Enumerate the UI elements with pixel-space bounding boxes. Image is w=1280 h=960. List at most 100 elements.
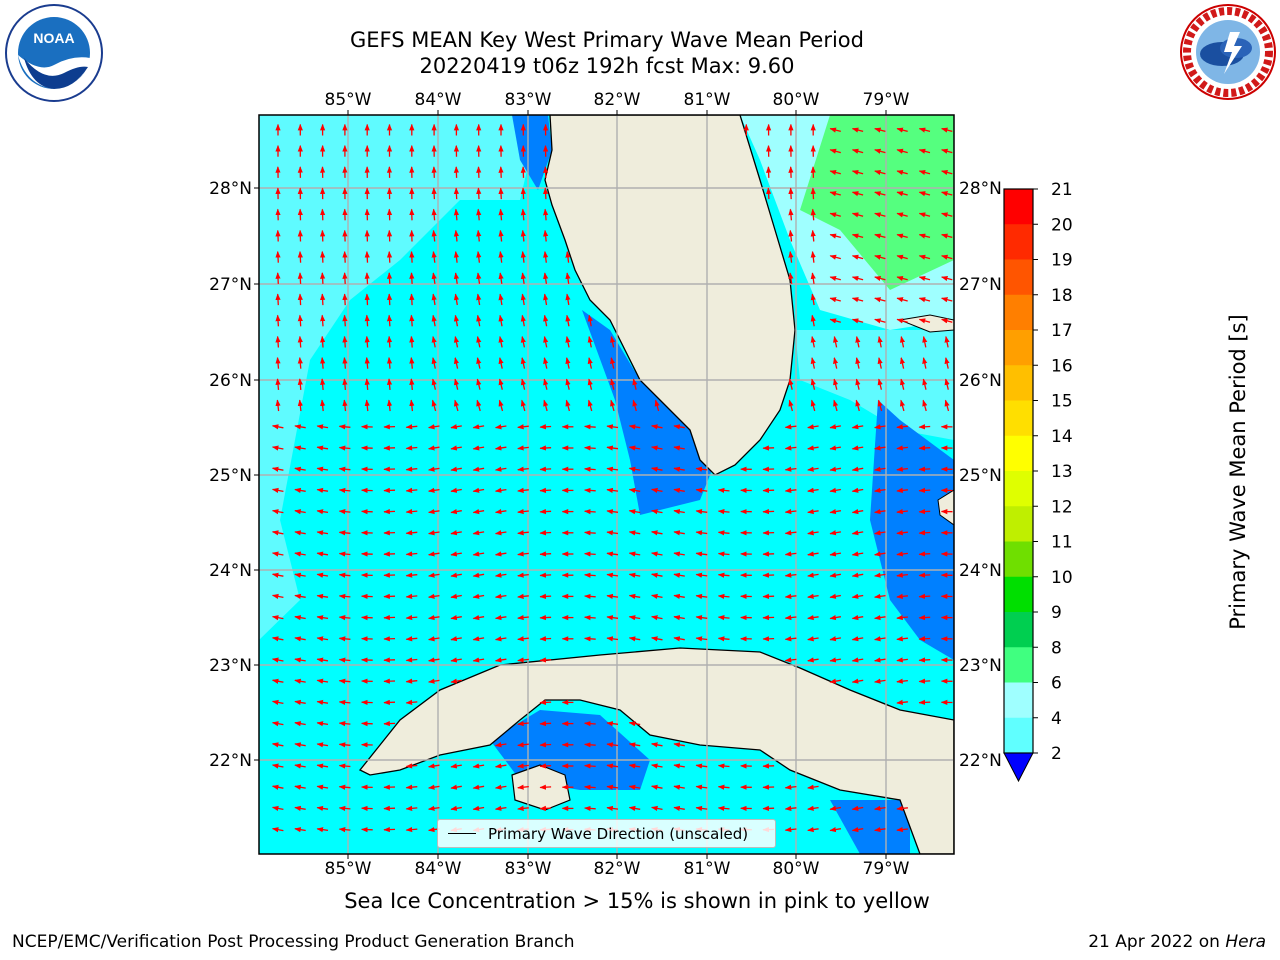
- wave-arrow: [896, 424, 908, 430]
- wave-arrow: [874, 678, 886, 684]
- wave-arrow: [918, 297, 931, 303]
- wave-arrow: [922, 378, 928, 390]
- wave-arrow: [338, 805, 351, 812]
- wave-arrow: [851, 657, 864, 663]
- wave-arrow: [453, 314, 460, 327]
- wave-arrow: [851, 805, 864, 811]
- period-zone-2-4-bahamas: [870, 400, 954, 660]
- wave-arrow: [342, 378, 348, 390]
- wave-arrow: [431, 208, 437, 221]
- wave-arrow: [673, 487, 685, 494]
- wave-arrow: [784, 784, 797, 790]
- wave-arrow: [896, 466, 908, 472]
- wave-arrow: [539, 636, 552, 642]
- period-zone-9-10: [800, 115, 954, 290]
- wave-arrow: [428, 424, 440, 430]
- wave-arrow: [829, 572, 842, 578]
- wave-arrow: [829, 424, 842, 430]
- noaa-logo: NOAA: [5, 4, 103, 102]
- wave-arrow: [320, 378, 326, 390]
- wave-arrow: [784, 487, 797, 493]
- lon-label-bottom: 84°W: [415, 859, 462, 879]
- wave-arrow: [851, 148, 864, 154]
- wave-arrow: [784, 508, 797, 515]
- wave-arrow: [784, 657, 797, 663]
- wave-arrow: [851, 275, 864, 282]
- wave-arrow: [520, 399, 526, 412]
- wave-arrow: [918, 572, 931, 578]
- wave-arrow: [673, 805, 685, 812]
- wave-arrow: [405, 508, 418, 515]
- wave-arrow: [941, 254, 953, 260]
- wave-arrow: [651, 636, 663, 642]
- wave-arrow: [450, 424, 462, 430]
- wave-arrow: [833, 357, 839, 369]
- wave-arrow: [428, 487, 440, 493]
- colorbar-segment: [1004, 506, 1033, 542]
- wave-arrow: [320, 399, 326, 412]
- wave-arrow: [918, 678, 931, 684]
- wave-arrow: [918, 699, 931, 705]
- wave-arrow: [829, 191, 841, 197]
- wave-arrow: [472, 466, 485, 472]
- wave-arrow: [717, 551, 730, 557]
- wave-arrow: [543, 314, 549, 327]
- wave-arrow: [431, 335, 437, 348]
- wave-arrow: [520, 229, 526, 242]
- wave-arrow: [450, 657, 462, 663]
- wave-arrow: [517, 742, 529, 748]
- wave-arrow: [851, 169, 864, 176]
- wave-arrow: [498, 251, 504, 263]
- wave-arrow: [539, 572, 552, 578]
- wave-arrow: [275, 251, 281, 263]
- wave-arrow: [587, 378, 593, 390]
- wave-arrow: [941, 318, 953, 324]
- wave-arrow: [409, 251, 415, 263]
- wave-arrow: [405, 614, 418, 621]
- wave-arrow: [874, 127, 886, 133]
- wave-arrow: [695, 805, 708, 812]
- wave-arrow: [651, 805, 663, 812]
- wave-arrow: [606, 466, 619, 472]
- colorbar-segment: [1004, 330, 1033, 366]
- wave-arrow: [428, 636, 440, 642]
- wave-arrow: [294, 530, 306, 536]
- wave-arrow: [494, 593, 507, 599]
- wave-arrow: [316, 805, 329, 812]
- wave-arrow: [476, 187, 482, 200]
- wave-arrow: [896, 508, 908, 515]
- wave-arrow: [338, 699, 351, 706]
- wave-arrow: [717, 805, 730, 812]
- wave-arrow: [565, 357, 571, 369]
- wave-arrow: [294, 721, 306, 727]
- wave-arrow: [405, 784, 418, 790]
- wave-arrow: [899, 378, 906, 390]
- wave-arrow: [874, 551, 886, 557]
- wave-arrow: [918, 508, 931, 515]
- wave-arrow: [316, 445, 329, 451]
- wave-arrow: [851, 593, 864, 599]
- wave-arrow: [271, 593, 284, 600]
- wave-arrow: [405, 657, 418, 663]
- cuba-land: [358, 647, 954, 854]
- wave-arrow: [565, 335, 571, 348]
- wave-arrow: [271, 805, 284, 812]
- wave-arrow: [628, 721, 641, 727]
- wave-arrow: [405, 466, 418, 472]
- wave-arrow: [316, 784, 329, 790]
- wave-arrow: [294, 699, 306, 706]
- wave-arrow: [275, 378, 281, 390]
- wave-arrow: [851, 487, 864, 493]
- wave-arrow: [472, 445, 485, 451]
- wave-arrow: [275, 399, 281, 412]
- wave-arrow: [695, 530, 708, 536]
- wave-arrow: [297, 293, 303, 306]
- wave-arrow: [941, 233, 953, 239]
- wave-arrow: [807, 445, 819, 451]
- colorbar-tick-label: 10: [1051, 568, 1073, 588]
- wave-arrow: [431, 357, 437, 369]
- wave-arrow: [494, 487, 507, 493]
- legend: Primary Wave Direction (unscaled): [437, 819, 776, 848]
- lon-label-bottom: 83°W: [505, 859, 552, 879]
- wave-arrow: [517, 657, 529, 663]
